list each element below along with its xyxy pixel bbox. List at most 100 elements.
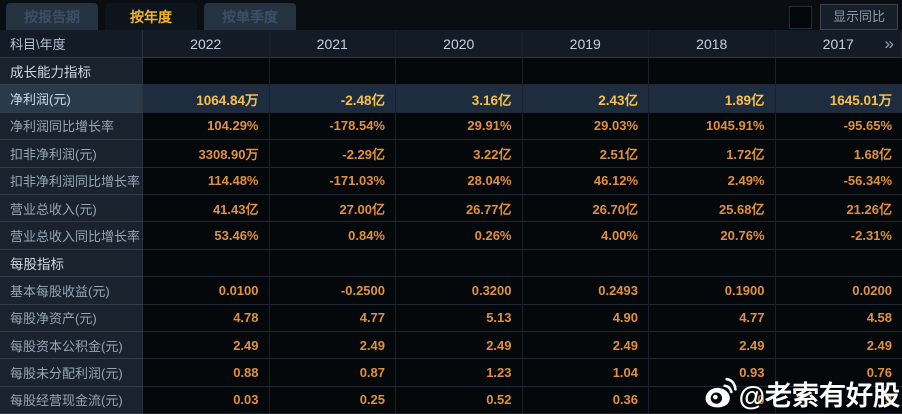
cell-value: 2.49	[269, 331, 396, 360]
table-row[interactable]: 每股资本公积金(元) 2.49 2.49 2.49 2.49 2.49 2.49	[0, 331, 902, 360]
cell-value	[396, 58, 523, 86]
cell-value: 1.68亿	[775, 140, 902, 168]
row-label: 每股经营现金流(元)	[0, 386, 143, 414]
tabbar: 按报告期 按年度 按单季度 显示同比	[0, 0, 902, 30]
cell-value: 2.43亿	[522, 85, 649, 113]
table-row[interactable]: 净利润同比增长率 104.29% -178.54% 29.91% 29.03% 1045.…	[0, 112, 902, 141]
show-yoy-checkbox[interactable]	[788, 5, 812, 29]
tab-by-report-period[interactable]: 按报告期	[6, 3, 98, 30]
cell-value	[522, 249, 649, 278]
cell-value: 0.2493	[522, 277, 649, 305]
cell-value: 0.87	[269, 359, 396, 387]
cell-value: 0.26%	[396, 222, 523, 250]
cell-value	[775, 249, 902, 278]
cell-value: 4.00%	[522, 222, 649, 250]
table-row[interactable]: 扣非净利润(元) 3308.90万 -2.29亿 3.22亿 2.51亿 1.72亿 1.6…	[0, 140, 902, 168]
cell-value	[649, 58, 776, 86]
table-header-row: 科目\年度 2022 2021 2020 2019 2018 2017»	[0, 30, 902, 58]
year-column-header[interactable]: 2019	[522, 30, 649, 58]
cell-value: 4.58	[775, 304, 902, 332]
cell-value: 41.43亿	[143, 194, 270, 223]
cell-value	[775, 58, 902, 86]
tab-by-year[interactable]: 按年度	[105, 3, 197, 30]
table-row[interactable]: 营业总收入同比增长率 53.46% 0.84% 0.26% 4.00% 20.76% -2.…	[0, 222, 902, 250]
cell-value: 2.49	[775, 331, 902, 360]
cell-value: -95.65%	[775, 112, 902, 141]
section-row[interactable]: 成长能力指标	[0, 58, 902, 86]
table-row[interactable]: 扣非净利润同比增长率 114.48% -171.03% 28.04% 46.12% 2.4…	[0, 167, 902, 195]
cell-value: 0.03	[143, 386, 270, 414]
table-row[interactable]: 营业总收入(元) 41.43亿 27.00亿 26.77亿 26.70亿 25.68亿 21…	[0, 194, 902, 223]
tab-by-quarter[interactable]: 按单季度	[204, 3, 296, 30]
cell-value: 0	[649, 386, 776, 414]
year-column-header[interactable]: 2022	[143, 30, 270, 58]
cell-value: 26.77亿	[396, 194, 523, 223]
cell-value: 0.25	[269, 386, 396, 414]
cell-value: 9	[775, 386, 902, 414]
cell-value	[649, 249, 776, 278]
cell-value: 4.77	[269, 304, 396, 332]
cell-value: 1.72亿	[649, 140, 776, 168]
cell-value: 29.91%	[396, 112, 523, 141]
cell-value: 0.76	[775, 359, 902, 387]
row-label: 每股指标	[0, 249, 143, 278]
year-column-header[interactable]: 2020	[396, 30, 523, 58]
year-column-header[interactable]: 2017	[775, 30, 902, 58]
row-label: 每股资本公积金(元)	[0, 331, 143, 360]
cell-value: 114.48%	[143, 167, 270, 195]
row-label: 扣非净利润(元)	[0, 140, 143, 168]
cell-value: 0.3200	[396, 277, 523, 305]
cell-value: 2.49	[143, 331, 270, 360]
year-column-header[interactable]: 2021	[269, 30, 396, 58]
row-label: 扣非净利润同比增长率	[0, 167, 143, 195]
row-label: 每股未分配利润(元)	[0, 359, 143, 387]
cell-value: 1064.84万	[143, 85, 270, 113]
cell-value: 2.49	[649, 331, 776, 360]
cell-value: -2.29亿	[269, 140, 396, 168]
cell-value	[143, 58, 270, 86]
cell-value: 29.03%	[522, 112, 649, 141]
row-label: 每股净资产(元)	[0, 304, 143, 332]
cell-value: 26.70亿	[522, 194, 649, 223]
cell-value: 0.1900	[649, 277, 776, 305]
cell-value: 25.68亿	[649, 194, 776, 223]
cell-value: 3.22亿	[396, 140, 523, 168]
cell-value: 5.13	[396, 304, 523, 332]
table-row[interactable]: 净利润(元) 1064.84万 -2.48亿 3.16亿 2.43亿 1.89亿 1645.…	[0, 85, 902, 113]
cell-value: 0.0200	[775, 277, 902, 305]
more-columns-icon[interactable]: »	[884, 34, 894, 53]
cell-value: 0.88	[143, 359, 270, 387]
row-label: 营业总收入同比增长率	[0, 222, 143, 250]
cell-value: -178.54%	[269, 112, 396, 141]
show-yoy-button[interactable]: 显示同比	[819, 4, 898, 30]
cell-value: 3308.90万	[143, 140, 270, 168]
cell-value: 0.36	[522, 386, 649, 414]
cell-value: 1.23	[396, 359, 523, 387]
cell-value	[269, 249, 396, 278]
cell-value: 2.51亿	[522, 140, 649, 168]
cell-value	[143, 249, 270, 278]
table-body: 成长能力指标 净利润(元) 1064.84万 -2.48亿 3.16亿 2.43亿 1.89…	[0, 58, 902, 414]
table-row[interactable]: 每股经营现金流(元) 0.03 0.25 0.52 0.36 0 9	[0, 386, 902, 414]
row-label: 成长能力指标	[0, 58, 143, 86]
cell-value: 28.04%	[396, 167, 523, 195]
table-row[interactable]: 每股未分配利润(元) 0.88 0.87 1.23 1.04 0.93 0.76	[0, 359, 902, 387]
cell-value: 21.26亿	[775, 194, 902, 223]
header-controls: 显示同比	[788, 4, 902, 30]
cell-value: 4.90	[522, 304, 649, 332]
row-label: 净利润(元)	[0, 85, 143, 113]
corner-header: 科目\年度	[0, 30, 143, 58]
row-label: 营业总收入(元)	[0, 194, 143, 223]
table-row[interactable]: 每股净资产(元) 4.78 4.77 5.13 4.90 4.77 4.58	[0, 304, 902, 332]
table-row[interactable]: 基本每股收益(元) 0.0100 -0.2500 0.3200 0.2493 0.1900…	[0, 277, 902, 305]
cell-value: 104.29%	[143, 112, 270, 141]
metrics-table: 科目\年度 2022 2021 2020 2019 2018 2017» 成长能力指标 净利…	[0, 30, 902, 414]
year-column-header[interactable]: 2018	[649, 30, 776, 58]
cell-value: 1645.01万	[775, 85, 902, 113]
row-label: 净利润同比增长率	[0, 112, 143, 141]
cell-value: 0.93	[649, 359, 776, 387]
section-row[interactable]: 每股指标	[0, 249, 902, 278]
cell-value: 46.12%	[522, 167, 649, 195]
cell-value: 4.77	[649, 304, 776, 332]
